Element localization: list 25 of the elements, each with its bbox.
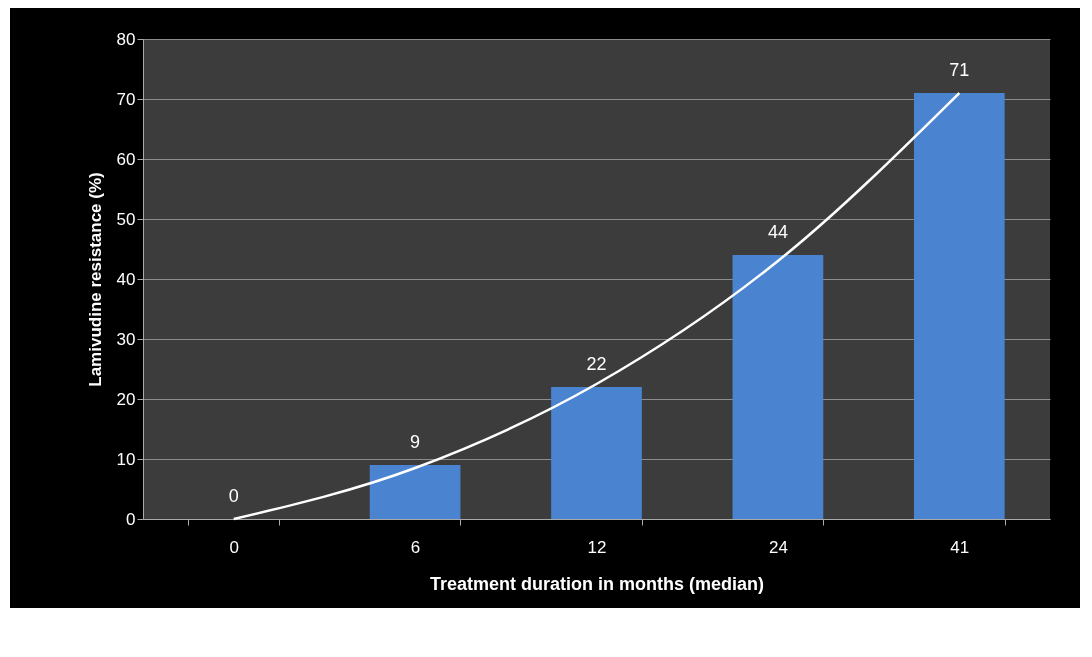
data-label: 0 [228, 486, 239, 506]
y-tick-label: 80 [116, 29, 136, 49]
y-tick-label: 30 [116, 329, 136, 349]
data-label: 71 [949, 60, 970, 80]
y-tick-label: 10 [116, 449, 136, 469]
y-tick-label: 40 [116, 269, 136, 289]
bar [732, 255, 824, 519]
y-tick-label: 50 [116, 209, 136, 229]
y-tick-label: 70 [116, 89, 136, 109]
x-tick-label: 24 [768, 537, 788, 557]
y-tick-label: 20 [116, 389, 136, 409]
x-tick-label: 6 [410, 537, 421, 557]
x-tick-label: 0 [229, 537, 239, 557]
x-tick-label: 41 [950, 537, 970, 557]
data-label: 22 [586, 354, 607, 374]
y-tick-label: 0 [126, 509, 136, 529]
data-label: 44 [767, 222, 788, 242]
x-tick-label: 12 [587, 537, 607, 557]
bar [369, 465, 461, 519]
bar [551, 387, 642, 519]
y-tick-label: 60 [116, 149, 136, 169]
y-axis-title: Lamivudine resistance (%) [85, 172, 105, 387]
bar [913, 93, 1005, 519]
data-label: 9 [410, 432, 421, 452]
x-axis-title: Treatment duration in months (median) [429, 573, 765, 594]
